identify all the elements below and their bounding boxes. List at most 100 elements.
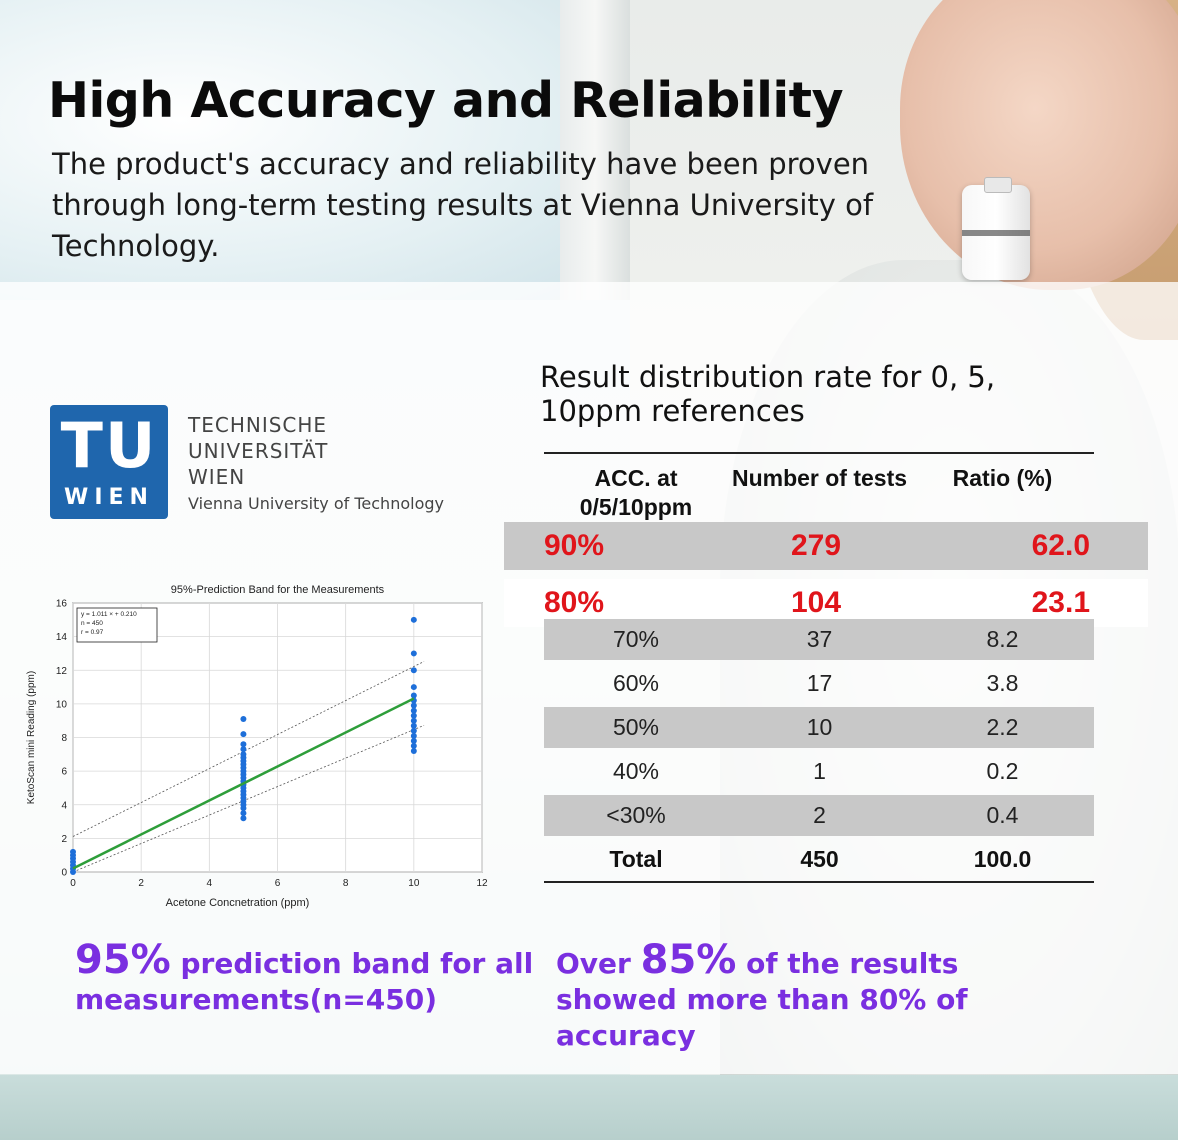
annotation-box <box>76 607 158 643</box>
device-stripe <box>962 230 1030 236</box>
y-tick-label: 16 <box>56 599 68 610</box>
data-point <box>410 717 417 724</box>
caption-right-prefix: Over <box>556 947 641 980</box>
x-tick-label: 6 <box>275 878 281 889</box>
cell-acc: 90% <box>544 529 605 562</box>
data-point <box>410 692 417 699</box>
data-point <box>410 742 417 749</box>
caption-left-text: prediction band for all measurements(n=4… <box>75 947 534 1016</box>
table-bottom-rule <box>544 881 1094 883</box>
x-tick-label: 0 <box>70 878 76 889</box>
x-tick-label: 4 <box>207 878 213 889</box>
logo-wien-text: WIEN <box>64 485 154 510</box>
caption-left-percent: 95% <box>75 937 171 983</box>
cell-ratio: 23.1 <box>1031 586 1090 619</box>
data-point <box>240 746 247 753</box>
data-point <box>240 751 247 758</box>
cell-tests: 37 <box>806 626 833 652</box>
cell-acc: 40% <box>612 758 660 784</box>
data-point <box>70 848 76 855</box>
table-row: 50% 10 2.2 <box>544 707 1094 748</box>
logo-tu-text: TU <box>60 409 158 482</box>
cell-tests: 279 <box>791 529 842 562</box>
y-tick-label: 12 <box>56 666 68 677</box>
caption-prediction-band: 95% prediction band for all measurements… <box>75 940 535 1018</box>
y-axis-label: KetoScan mini Reading (ppm) <box>26 671 37 804</box>
data-point <box>410 712 417 719</box>
scatter-plot-svg: 0 2 4 6 8 10 12 0 2 4 6 8 10 12 14 16 y = 1.011 × + 0.21… <box>26 584 488 909</box>
table-row: 60% 17 3.8 <box>544 663 1094 704</box>
table-header-acc: ACC. at 0/5/10ppm <box>579 465 693 520</box>
data-point <box>240 810 247 817</box>
data-point <box>410 727 417 734</box>
caption-right-percent: 85% <box>640 937 737 983</box>
x-tick-label: 12 <box>476 878 488 889</box>
data-point <box>240 731 247 738</box>
data-point <box>240 815 247 822</box>
data-point <box>410 684 417 691</box>
cell-tests: 2 <box>813 802 826 828</box>
data-point <box>410 747 417 754</box>
annotation-line: n = 450 <box>81 620 103 627</box>
breath-analyzer-device <box>962 177 1030 280</box>
data-point <box>410 732 417 739</box>
data-point <box>410 737 417 744</box>
table-row-total: Total 450 100.0 <box>544 839 1094 880</box>
cell-acc: 50% <box>612 714 660 740</box>
y-tick-label: 2 <box>61 834 67 845</box>
cell-acc: <30% <box>606 802 666 828</box>
prediction-band-line <box>72 724 425 873</box>
y-tick-label: 4 <box>61 800 67 811</box>
background-person-face <box>900 0 1178 290</box>
cell-ratio: 3.8 <box>986 670 1019 696</box>
annotation-line: y = 1.011 × + 0.210 <box>81 611 137 618</box>
university-english-name: Vienna University of Technology <box>188 494 444 513</box>
device-mouthpiece <box>984 177 1012 193</box>
y-tick-label: 8 <box>61 733 67 744</box>
cell-acc: 60% <box>612 670 660 696</box>
university-name: TECHNISCHE UNIVERSITÄT WIEN Vienna Unive… <box>188 412 444 516</box>
data-point <box>410 722 417 729</box>
y-tick-label: 10 <box>56 699 68 710</box>
table-row: 40% 1 0.2 <box>544 751 1094 792</box>
table-row-highlight: 90% 279 62.0 <box>504 522 1148 570</box>
regression-fit-line <box>72 697 415 870</box>
cell-ratio: 8.2 <box>986 626 1019 652</box>
university-name-line-3: WIEN <box>188 465 246 489</box>
prediction-band-line <box>72 661 425 837</box>
x-tick-label: 8 <box>343 878 349 889</box>
table-header-tests: Number of tests <box>731 465 908 491</box>
table-row: 70% 37 8.2 <box>544 619 1094 660</box>
data-point <box>410 616 417 623</box>
data-point <box>240 716 247 723</box>
cell-ratio: 2.2 <box>986 714 1019 740</box>
cell-acc: 70% <box>612 626 660 652</box>
y-tick-label: 0 <box>61 868 67 879</box>
cell-ratio: 0.2 <box>986 758 1019 784</box>
cell-acc: Total <box>609 846 663 872</box>
data-point <box>240 741 247 748</box>
page-subtitle: The product's accuracy and reliability h… <box>52 147 874 263</box>
y-tick-label: 6 <box>61 767 67 778</box>
chart-title: 95%-Prediction Band for the Measurements <box>171 584 385 596</box>
table-header-ratio: Ratio (%) <box>952 465 1053 491</box>
cell-tests: 17 <box>806 670 833 696</box>
x-tick-label: 2 <box>138 878 144 889</box>
cell-tests: 10 <box>806 714 833 740</box>
annotation-line: r = 0.97 <box>81 629 104 636</box>
caption-accuracy: Over 85% of the results showed more than… <box>556 940 1076 1054</box>
cell-tests: 104 <box>791 586 842 619</box>
distribution-table-title: Result distribution rate for 0, 5, 10ppm… <box>540 360 996 428</box>
background-door-frame <box>560 0 630 300</box>
cell-tests: 450 <box>800 846 839 872</box>
page-title: High Accuracy and Reliability <box>48 72 844 129</box>
cell-tests: 1 <box>813 758 826 784</box>
y-tick-label: 14 <box>56 632 68 643</box>
university-name-line-2: UNIVERSITÄT <box>188 439 329 463</box>
data-point <box>410 667 417 674</box>
university-name-line-1: TECHNISCHE <box>188 413 328 437</box>
data-point <box>410 702 417 709</box>
x-axis-label: Acetone Concnetration (ppm) <box>166 897 310 909</box>
table-row: <30% 2 0.4 <box>544 795 1094 836</box>
prediction-band-chart: 0 2 4 6 8 10 12 0 2 4 6 8 10 12 14 16 y = 1.011 × + 0.21… <box>20 580 500 920</box>
